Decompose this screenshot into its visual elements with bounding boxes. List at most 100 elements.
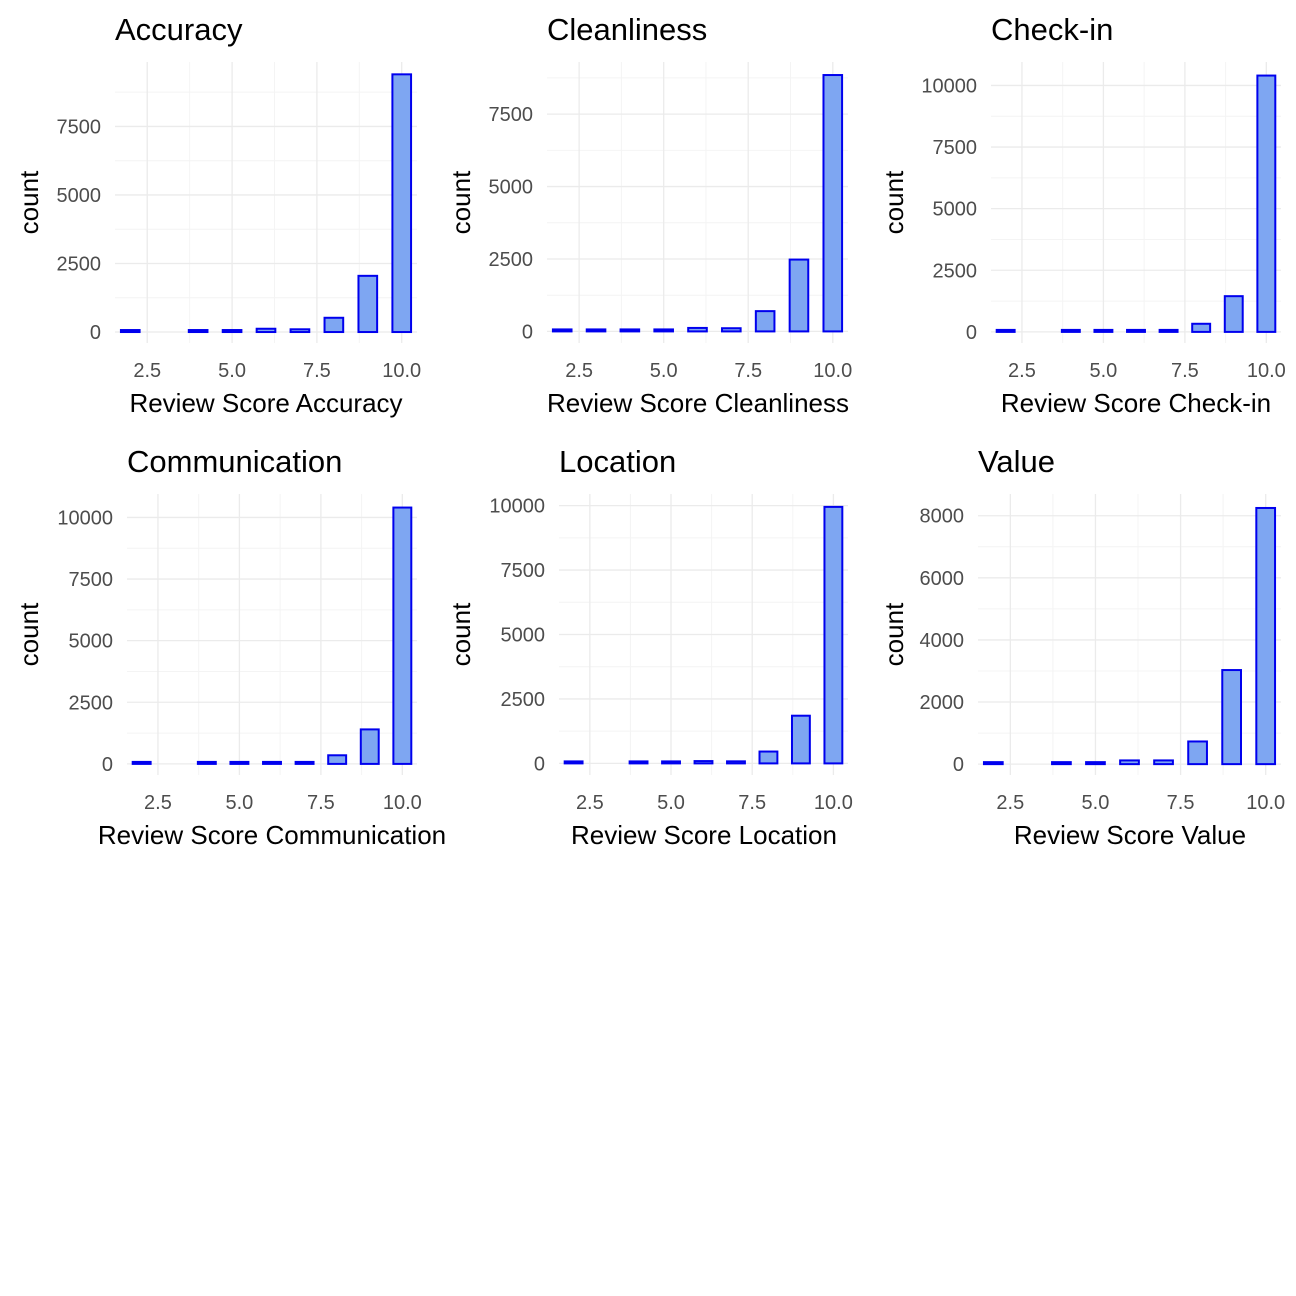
y-tick-label: 4000 — [920, 630, 965, 652]
y-tick-label: 7500 — [57, 116, 102, 138]
x-tick-label: 10.0 — [1246, 792, 1285, 814]
y-tick-label: 2500 — [69, 692, 114, 714]
bar — [661, 760, 681, 765]
bar — [721, 327, 742, 333]
x-tick-label: 5.0 — [1090, 360, 1118, 382]
x-axis-title: Review Score Communication — [98, 820, 446, 850]
bar — [551, 328, 573, 333]
y-tick-label: 10000 — [921, 75, 977, 97]
bar — [653, 328, 674, 333]
x-tick-label: 5.0 — [218, 360, 246, 382]
bar — [823, 505, 844, 765]
y-axis-title: count — [14, 170, 44, 234]
bar — [391, 73, 413, 334]
bar — [119, 329, 141, 334]
bars — [563, 505, 844, 765]
y-tick-label: 2500 — [57, 253, 102, 275]
bar — [790, 714, 811, 765]
bar — [255, 327, 277, 334]
bar — [1223, 295, 1244, 333]
panel-title: Location — [559, 444, 676, 479]
y-tick-label: 7500 — [933, 137, 978, 159]
x-tick-label: 10.0 — [1247, 360, 1286, 382]
bar — [229, 760, 250, 765]
x-axis-title: Review Score Value — [1014, 820, 1246, 850]
bar — [1187, 740, 1208, 766]
panel-title: Accuracy — [115, 12, 243, 47]
y-tick-label: 0 — [966, 322, 977, 344]
y-tick-label: 2500 — [501, 689, 546, 711]
bar — [196, 760, 217, 765]
y-tick-label: 8000 — [920, 506, 965, 528]
panel-title: Cleanliness — [547, 12, 707, 47]
bar — [585, 328, 607, 333]
y-axis-title: count — [879, 170, 909, 234]
bars — [995, 74, 1277, 333]
x-tick-label: 7.5 — [738, 792, 766, 814]
y-tick-label: 5000 — [57, 185, 102, 207]
bar — [693, 760, 714, 765]
bar — [982, 761, 1004, 766]
x-tick-label: 5.0 — [1082, 792, 1110, 814]
panel-title: Value — [978, 444, 1055, 479]
chart-panel-5: 2.5 5.0 7.5 10.0 0 2500 5000 7500 10000 Location R… — [446, 444, 853, 850]
bar — [294, 760, 315, 765]
bar — [323, 316, 345, 334]
bar — [1060, 328, 1081, 333]
x-tick-label: 7.5 — [307, 792, 335, 814]
x-tick-label: 7.5 — [734, 360, 762, 382]
bar — [1126, 328, 1146, 333]
bar — [392, 506, 413, 765]
y-tick-label: 10000 — [489, 496, 545, 518]
x-tick-label: 5.0 — [657, 792, 685, 814]
bar — [619, 328, 641, 333]
bar — [995, 328, 1016, 333]
bar — [221, 329, 243, 334]
y-tick-label: 2500 — [489, 249, 534, 271]
y-tick-label: 10000 — [57, 507, 113, 529]
y-tick-label: 7500 — [69, 569, 114, 591]
x-tick-label: 10.0 — [382, 360, 421, 382]
chart-panel-2: 2.5 5.0 7.5 10.0 0 2500 5000 7500 Cleanliness Rev… — [446, 12, 852, 418]
x-tick-label: 7.5 — [1171, 360, 1199, 382]
y-tick-label: 7500 — [489, 104, 534, 126]
x-axis-title: Review Score Location — [571, 820, 837, 850]
chart-panel-1: 2.5 5.0 7.5 10.0 0 2500 5000 7500 Accuracy Review… — [14, 12, 421, 418]
bar — [758, 750, 779, 765]
x-tick-label: 5.0 — [650, 360, 678, 382]
y-tick-label: 0 — [953, 754, 964, 776]
bar — [822, 74, 844, 333]
y-tick-label: 5000 — [489, 177, 534, 199]
bars — [551, 74, 844, 333]
bar — [1255, 506, 1277, 766]
bar — [788, 258, 810, 333]
y-tick-label: 0 — [522, 321, 533, 343]
panel-title: Check-in — [991, 12, 1113, 47]
x-tick-label: 7.5 — [303, 360, 331, 382]
y-axis-title: count — [446, 602, 476, 666]
chart-panel-3: 2.5 5.0 7.5 10.0 0 2500 5000 7500 10000 Check-in R… — [879, 12, 1286, 418]
bars — [119, 73, 413, 334]
bar — [327, 754, 348, 765]
bar — [289, 328, 311, 334]
x-tick-label: 2.5 — [565, 360, 593, 382]
y-tick-label: 7500 — [501, 560, 546, 582]
x-tick-label: 2.5 — [144, 792, 172, 814]
chart-panel-6: 2.5 5.0 7.5 10.0 0 2000 4000 6000 8000 Value Revie… — [879, 444, 1285, 850]
bar — [1256, 74, 1277, 333]
bar — [1153, 759, 1174, 766]
bar — [131, 760, 152, 765]
y-tick-label: 5000 — [501, 625, 546, 647]
y-tick-label: 0 — [534, 753, 545, 775]
bar — [687, 326, 708, 333]
bar — [1119, 759, 1140, 766]
x-axis-title: Review Score Check-in — [1001, 388, 1271, 418]
y-tick-label: 0 — [102, 754, 113, 776]
x-axis-title: Review Score Cleanliness — [547, 388, 849, 418]
y-axis-title: count — [14, 602, 44, 666]
y-tick-label: 0 — [90, 322, 101, 344]
bar — [357, 274, 379, 334]
bar — [1221, 669, 1242, 766]
bar — [359, 728, 380, 765]
